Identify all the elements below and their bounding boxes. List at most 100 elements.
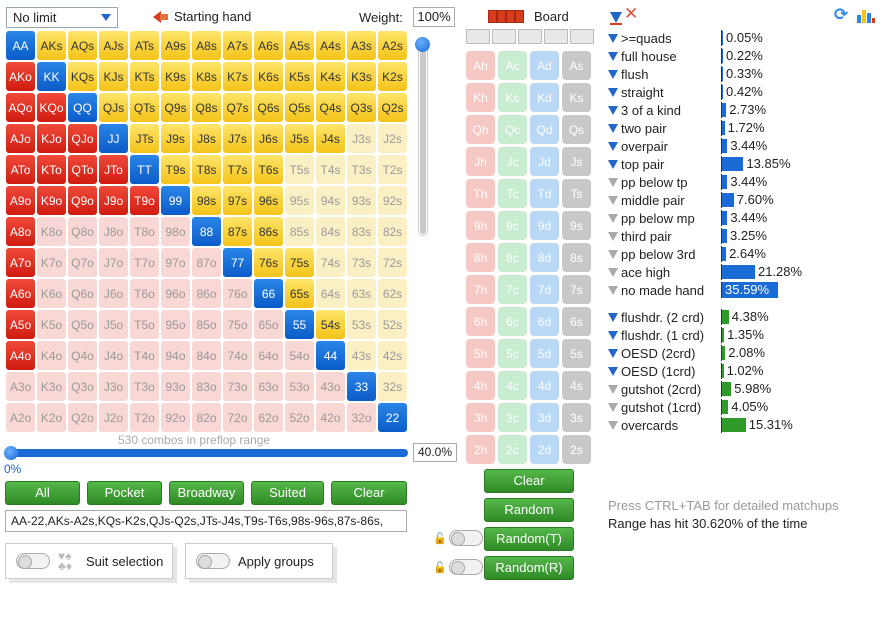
- hand-cell[interactable]: 97o: [160, 247, 191, 278]
- starting-hand-button[interactable]: Starting hand: [153, 9, 251, 24]
- weight-input[interactable]: 100%: [413, 7, 455, 27]
- hand-cell[interactable]: 99: [160, 185, 191, 216]
- board-card[interactable]: 8d: [530, 243, 559, 272]
- hand-cell[interactable]: 76o: [222, 278, 253, 309]
- hand-cell[interactable]: J4s: [315, 123, 346, 154]
- hand-cell[interactable]: 55: [284, 309, 315, 340]
- hand-cell[interactable]: K4s: [315, 61, 346, 92]
- hand-cell[interactable]: A6o: [5, 278, 36, 309]
- filter-icon[interactable]: [608, 267, 618, 277]
- hand-cell[interactable]: J8o: [98, 216, 129, 247]
- board-card[interactable]: Qs: [562, 115, 591, 144]
- hand-cell[interactable]: Q2o: [67, 402, 98, 433]
- board-card[interactable]: Jh: [466, 147, 495, 176]
- hand-cell[interactable]: K5s: [284, 61, 315, 92]
- board-slot[interactable]: [544, 29, 568, 44]
- board-card[interactable]: Js: [562, 147, 591, 176]
- board-card[interactable]: Td: [530, 179, 559, 208]
- filter-icon[interactable]: [608, 285, 618, 295]
- board-card[interactable]: 8s: [562, 243, 591, 272]
- board-card[interactable]: Tc: [498, 179, 527, 208]
- hand-cell[interactable]: JJ: [98, 123, 129, 154]
- hand-cell[interactable]: Q6s: [253, 92, 284, 123]
- hand-cell[interactable]: KQs: [67, 61, 98, 92]
- filter-icon[interactable]: [608, 105, 618, 115]
- suit-selection-toggle[interactable]: [16, 553, 50, 569]
- hand-cell[interactable]: T8o: [129, 216, 160, 247]
- range-slider-knob[interactable]: [4, 446, 18, 460]
- hand-cell[interactable]: J9o: [98, 185, 129, 216]
- filter-icon[interactable]: [608, 213, 618, 223]
- board-card[interactable]: Ac: [498, 51, 527, 80]
- hand-cell[interactable]: KQo: [36, 92, 67, 123]
- hand-cell[interactable]: 97s: [222, 185, 253, 216]
- hand-cell[interactable]: Q4s: [315, 92, 346, 123]
- random-r-lock-toggle[interactable]: [448, 559, 483, 575]
- hand-cell[interactable]: Q5s: [284, 92, 315, 123]
- hand-cell[interactable]: A4o: [5, 340, 36, 371]
- board-random-button[interactable]: Random: [484, 498, 574, 522]
- suited-button[interactable]: Suited: [251, 481, 324, 505]
- hand-cell[interactable]: Q9o: [67, 185, 98, 216]
- hand-cell[interactable]: A5s: [284, 30, 315, 61]
- board-card[interactable]: 2h: [466, 435, 495, 464]
- hand-cell[interactable]: A6s: [253, 30, 284, 61]
- clear-filter-icon[interactable]: ✕: [624, 4, 639, 23]
- filter-icon[interactable]: [608, 402, 618, 412]
- hand-cell[interactable]: J7o: [98, 247, 129, 278]
- hand-cell[interactable]: T3s: [346, 154, 377, 185]
- hand-cell[interactable]: 86s: [253, 216, 284, 247]
- weight-slider-knob[interactable]: [415, 37, 430, 52]
- board-card[interactable]: 9s: [562, 211, 591, 240]
- hand-cell[interactable]: 44: [315, 340, 346, 371]
- hand-cell[interactable]: 75o: [222, 309, 253, 340]
- hand-cell[interactable]: Q8o: [67, 216, 98, 247]
- filter-icon[interactable]: [608, 33, 618, 43]
- hand-cell[interactable]: Q7o: [67, 247, 98, 278]
- filter-icon[interactable]: [608, 231, 618, 241]
- hand-cell[interactable]: 95o: [160, 309, 191, 340]
- hand-cell[interactable]: A3s: [346, 30, 377, 61]
- hand-cell[interactable]: 85o: [191, 309, 222, 340]
- hand-cell[interactable]: Q3o: [67, 371, 98, 402]
- all-button[interactable]: All: [5, 481, 80, 505]
- board-card[interactable]: 4d: [530, 371, 559, 400]
- filter-icon[interactable]: [608, 312, 618, 322]
- hand-cell[interactable]: 94o: [160, 340, 191, 371]
- board-card[interactable]: 7d: [530, 275, 559, 304]
- hand-cell[interactable]: 22: [377, 402, 408, 433]
- hand-cell[interactable]: 84o: [191, 340, 222, 371]
- filter-icon[interactable]: [608, 69, 618, 79]
- filter-icon[interactable]: [608, 177, 618, 187]
- range-text-input[interactable]: AA-22,AKs-A2s,KQs-K2s,QJs-Q2s,JTs-J4s,T9…: [5, 510, 407, 532]
- board-card[interactable]: 2s: [562, 435, 591, 464]
- hand-cell[interactable]: J3o: [98, 371, 129, 402]
- hand-cell[interactable]: 76s: [253, 247, 284, 278]
- board-card[interactable]: Ad: [530, 51, 559, 80]
- hand-cell[interactable]: JTo: [98, 154, 129, 185]
- hand-cell[interactable]: K3s: [346, 61, 377, 92]
- hand-cell[interactable]: J2o: [98, 402, 129, 433]
- hand-cell[interactable]: 74s: [315, 247, 346, 278]
- board-slot[interactable]: [466, 29, 490, 44]
- board-card[interactable]: 9c: [498, 211, 527, 240]
- board-card[interactable]: 3s: [562, 403, 591, 432]
- hand-cell[interactable]: A9o: [5, 185, 36, 216]
- hand-cell[interactable]: T3o: [129, 371, 160, 402]
- clear-range-button[interactable]: Clear: [331, 481, 407, 505]
- hand-cell[interactable]: QTo: [67, 154, 98, 185]
- hand-cell[interactable]: 88: [191, 216, 222, 247]
- board-card[interactable]: 9d: [530, 211, 559, 240]
- board-card[interactable]: 5d: [530, 339, 559, 368]
- hand-cell[interactable]: 54o: [284, 340, 315, 371]
- hand-cell[interactable]: 33: [346, 371, 377, 402]
- board-card[interactable]: 9h: [466, 211, 495, 240]
- hand-cell[interactable]: J8s: [191, 123, 222, 154]
- hand-cell[interactable]: K2o: [36, 402, 67, 433]
- hand-cell[interactable]: J6o: [98, 278, 129, 309]
- hand-cell[interactable]: TT: [129, 154, 160, 185]
- filter-icon[interactable]: [608, 51, 618, 61]
- weight-slider[interactable]: [418, 44, 428, 236]
- board-card[interactable]: 3d: [530, 403, 559, 432]
- hand-cell[interactable]: 87o: [191, 247, 222, 278]
